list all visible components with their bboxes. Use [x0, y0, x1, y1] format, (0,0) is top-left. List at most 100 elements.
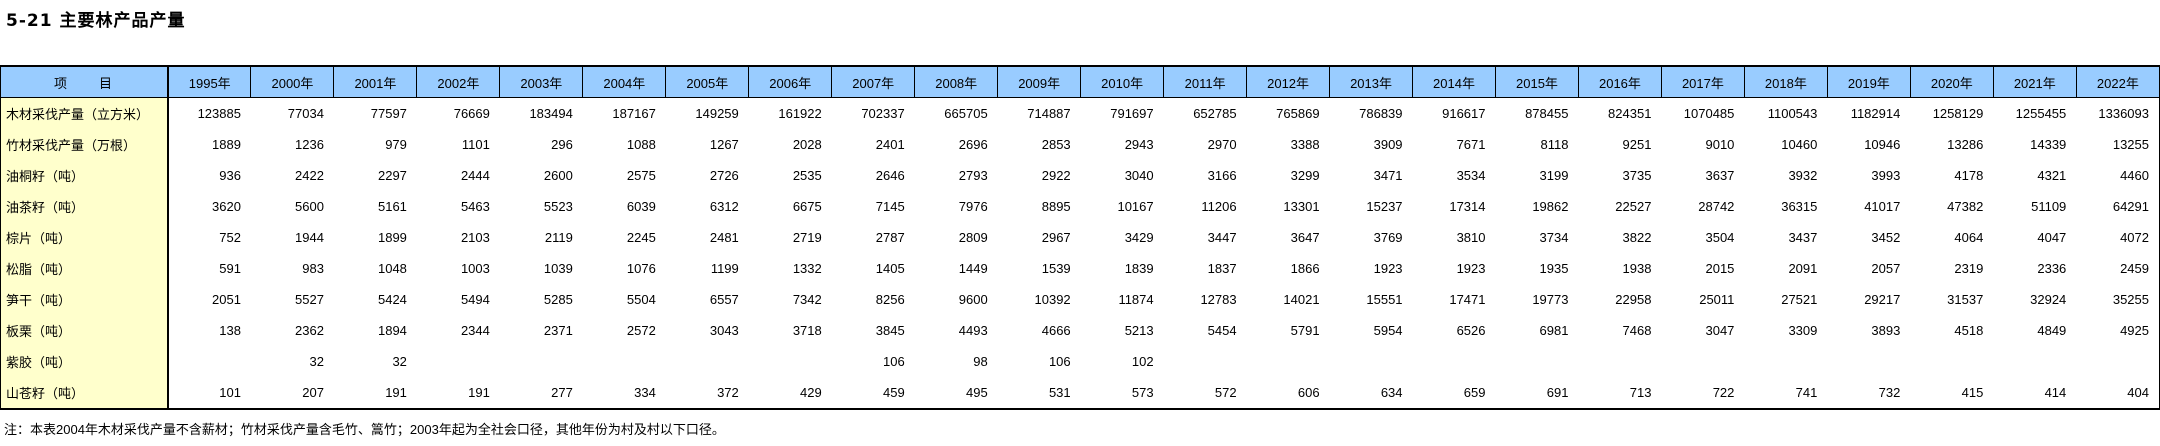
table-cell: 2297 [377, 168, 407, 183]
table-cell: 5523 [543, 199, 573, 214]
table-cell: 5504 [626, 292, 656, 307]
table-cell: 3452 [1871, 230, 1901, 245]
table-cell: 1923 [1456, 261, 1486, 276]
table-cell: 1944 [295, 230, 324, 245]
table-cell: 1236 [295, 137, 324, 152]
table-cell: 36315 [1781, 199, 1818, 214]
table-cell [583, 346, 666, 377]
table-cell [1413, 346, 1496, 377]
table-cell: 3932 [1788, 168, 1818, 183]
table-row: 油茶籽（吨） 3620 5600 5161 5463 5523 6039 6312 6675 71… [0, 191, 2160, 222]
table-cell: 3447 [1207, 230, 1237, 245]
table-cell [500, 346, 583, 377]
page-title: 5-21 主要林产品产量 [6, 11, 186, 31]
table-cell: 1899 [377, 230, 407, 245]
year-column-header: 2001年 [333, 66, 417, 98]
year-column-header: 2000年 [250, 66, 334, 98]
year-column-header: 2021年 [1992, 66, 2077, 98]
table-cell: 4047 [2037, 230, 2067, 245]
table-cell: 404 [2127, 385, 2149, 400]
table-cell [2076, 346, 2159, 377]
table-cell: 702337 [861, 106, 905, 121]
table-cell: 2922 [1041, 168, 1071, 183]
table-cell: 2028 [792, 137, 822, 152]
table-cell: 5463 [460, 199, 490, 214]
table-cell: 11206 [1201, 199, 1237, 214]
table-cell: 5600 [295, 199, 324, 214]
table-cell: 1866 [1290, 261, 1320, 276]
table-cell: 606 [1297, 385, 1320, 400]
table-cell: 138 [219, 323, 241, 338]
table-cell: 15551 [1366, 292, 1403, 307]
item-column-header: 项 目 [0, 66, 169, 98]
table-cell: 98 [973, 354, 988, 369]
table-cell [1661, 346, 1744, 377]
table-cell [1247, 346, 1330, 377]
table-cell: 2970 [1207, 137, 1237, 152]
table-cell: 1405 [875, 261, 905, 276]
year-column-header: 2008年 [914, 66, 998, 98]
table-cell: 878455 [1525, 106, 1569, 121]
table-cell: 1935 [1539, 261, 1569, 276]
table-cell: 2444 [460, 168, 490, 183]
table-cell: 2362 [295, 323, 324, 338]
table-row: 松脂（吨） 591 983 1048 1003 1039 1076 1199 1332 1405 1… [0, 253, 2160, 284]
table-cell: 1889 [212, 137, 241, 152]
table-cell: 791697 [1110, 106, 1154, 121]
table-cell: 4849 [2037, 323, 2067, 338]
table-cell: 7671 [1456, 137, 1486, 152]
table-cell: 8118 [1540, 137, 1569, 152]
table-cell: 495 [965, 385, 988, 400]
table-cell: 2336 [2037, 261, 2067, 276]
table-cell [1910, 346, 1993, 377]
table-cell: 979 [385, 137, 407, 152]
table-cell: 1076 [626, 261, 656, 276]
table-cell: 2103 [460, 230, 490, 245]
table-cell: 1839 [1124, 261, 1154, 276]
year-column-header: 2009年 [997, 66, 1081, 98]
table-row: 木材采伐产量（立方米） 123885 77034 77597 76669 183494 18… [0, 97, 2160, 129]
table-cell: 3429 [1124, 230, 1154, 245]
table-cell: 7468 [1622, 323, 1652, 338]
table-cell: 3534 [1456, 168, 1486, 183]
table-cell: 459 [883, 385, 905, 400]
table-cell: 10392 [1034, 292, 1071, 307]
table-cell [168, 346, 251, 377]
table-cell: 3471 [1373, 168, 1403, 183]
year-column-header: 2010年 [1080, 66, 1164, 98]
table-cell: 3893 [1871, 323, 1901, 338]
table-cell: 17471 [1449, 292, 1486, 307]
year-column-header: 2015年 [1495, 66, 1579, 98]
table-cell: 824351 [1608, 106, 1652, 121]
table-cell: 27521 [1781, 292, 1818, 307]
table-cell: 713 [1629, 385, 1652, 400]
table-cell: 25011 [1699, 292, 1735, 307]
table-cell: 1100543 [1767, 106, 1818, 121]
table-cell: 22958 [1615, 292, 1652, 307]
year-column-header: 2013年 [1329, 66, 1413, 98]
table-cell [1827, 346, 1910, 377]
table-cell: 3769 [1373, 230, 1403, 245]
table-cell: 334 [634, 385, 656, 400]
table-cell: 3810 [1456, 230, 1486, 245]
year-column-header: 2011年 [1163, 66, 1247, 98]
table-cell: 665705 [944, 106, 988, 121]
table-cell: 4666 [1041, 323, 1071, 338]
table-footnote: 注：本表2004年木材采伐产量不含薪材；竹材采伐产量含毛竹、篙竹；2003年起为… [4, 422, 725, 437]
table-cell: 6526 [1456, 323, 1486, 338]
table-cell: 3718 [792, 323, 822, 338]
table-cell: 2015 [1705, 261, 1735, 276]
table-row: 板栗（吨） 138 2362 1894 2344 2371 2572 3043 3718 3845… [0, 315, 2160, 346]
table-cell: 1923 [1373, 261, 1403, 276]
table-cell: 765869 [1276, 106, 1320, 121]
table-cell: 64291 [2112, 199, 2149, 214]
year-column-header: 2022年 [2075, 66, 2160, 98]
table-cell: 691 [1546, 385, 1569, 400]
table-cell: 2793 [958, 168, 988, 183]
table-cell: 652785 [1193, 106, 1237, 121]
table-cell: 591 [219, 261, 241, 276]
table-cell: 9010 [1705, 137, 1735, 152]
table-cell: 101 [219, 385, 241, 400]
table-cell: 3909 [1373, 137, 1403, 152]
table-cell: 207 [302, 385, 324, 400]
